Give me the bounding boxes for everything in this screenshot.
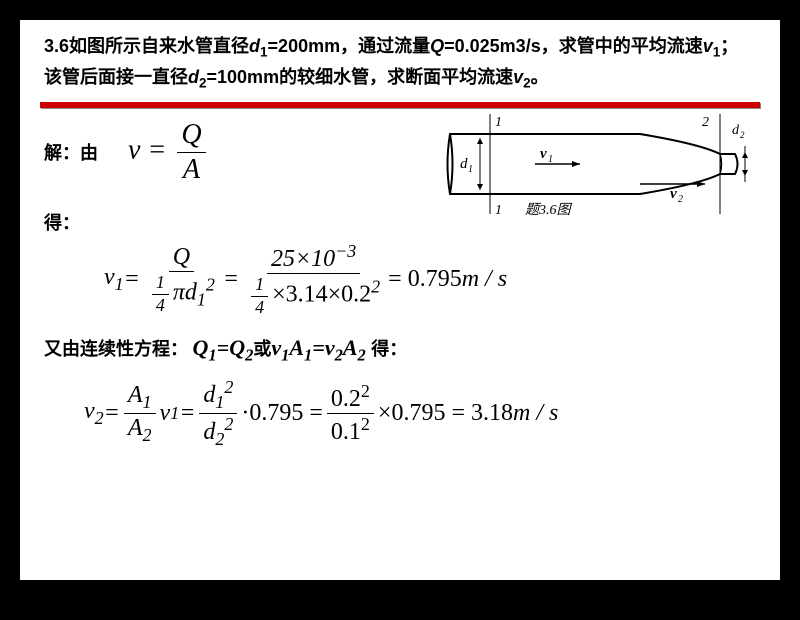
den-A: A (179, 153, 204, 187)
den: 1 4 πd12 (144, 272, 219, 316)
sub: 1 (260, 45, 268, 60)
sub: 2 (199, 76, 207, 91)
label-continuity: 又由连续性方程： (44, 339, 188, 359)
label-solution: 解：由 (44, 139, 98, 165)
var-v2: v (513, 67, 523, 87)
var-Q: Q (430, 36, 444, 56)
text: 。 (531, 67, 549, 87)
num-Q: Q (177, 118, 205, 153)
var-v1: v (703, 36, 713, 56)
var-v: v (128, 135, 140, 166)
text: =200mm，通过流量 (268, 36, 431, 56)
text: =0.025m3/s，求管中的平均流速 (444, 36, 703, 56)
svg-text:1: 1 (495, 115, 502, 130)
sub: 2 (523, 76, 531, 91)
svg-text:2: 2 (702, 115, 709, 130)
den: 1 4 ×3.14×0.22 (243, 274, 384, 318)
text: =100mm的较细水管，求断面平均流速 (207, 67, 514, 87)
problem-statement: 3.6如图所示自来水管直径d1=200mm，通过流量Q=0.025m3/s，求管… (20, 20, 780, 100)
svg-text:2: 2 (678, 194, 683, 205)
num: Q (169, 243, 194, 273)
svg-text:v: v (540, 146, 547, 162)
lhs: v1 (104, 264, 124, 295)
svg-text:1: 1 (495, 203, 502, 218)
var-d1: d (249, 36, 260, 56)
slide: 3.6如图所示自来水管直径d1=200mm，通过流量Q=0.025m3/s，求管… (20, 20, 780, 580)
formula-v1: v1 = Q 1 4 πd12 = 25×10−3 1 4 ×3.14×0.22 (104, 241, 756, 319)
result: = 0.795 (388, 266, 462, 293)
pipe-diagram: 1 1 2 d 1 v 1 v 2 d 2 题3.6图 (440, 114, 760, 234)
continuity-row: 又由连续性方程： Q1=Q2或v1A1=v2A2 得： (44, 335, 756, 365)
num: 25×10−3 (267, 241, 360, 275)
svg-text:题3.6图: 题3.6图 (525, 202, 572, 218)
svg-text:d: d (732, 123, 740, 138)
var-d2: d (188, 67, 199, 87)
text: 3.6如图所示自来水管直径 (44, 36, 249, 56)
label-result: 得： (44, 213, 80, 233)
svg-text:v: v (670, 186, 677, 202)
unit: m / s (462, 266, 507, 293)
label-continuity-end: 得： (371, 339, 407, 359)
svg-text:2: 2 (740, 130, 745, 140)
svg-text:1: 1 (548, 154, 553, 165)
lhs: v2 (84, 398, 104, 429)
formula-v2: v2 = A1 A2 v1 = d12 d22 ·0.795 = 0.22 0.… (84, 377, 756, 451)
svg-text:1: 1 (468, 164, 473, 175)
solution-body: 1 1 2 d 1 v 1 v 2 d 2 题3.6图 解：由 v = Q A (20, 108, 780, 460)
svg-text:d: d (460, 156, 468, 172)
